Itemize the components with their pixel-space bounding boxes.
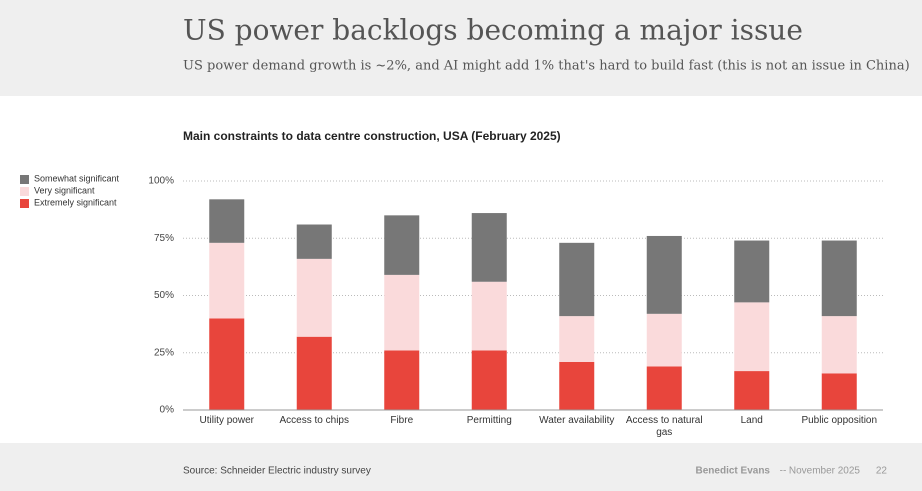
bar-segment (821, 240, 857, 317)
bar-segment (734, 302, 770, 372)
title: US power backlogs becoming a major issue (183, 14, 803, 47)
bar-segment (646, 366, 682, 410)
bar-segment (209, 242, 245, 319)
bar-segment (296, 224, 332, 259)
x-tick-label: Access to chips (279, 415, 349, 426)
author: Benedict Evans (696, 466, 771, 477)
x-tick-label: Water availability (539, 415, 615, 426)
bar-segment (559, 361, 595, 410)
y-tick-label: 75% (154, 233, 174, 244)
bar-segment (296, 336, 332, 410)
bar-segment (384, 215, 420, 275)
legend-swatch (20, 187, 29, 196)
y-tick-label: 0% (160, 405, 175, 416)
bar-segment (559, 316, 595, 362)
date: November 2025 (789, 466, 861, 477)
page-number: 22 (876, 466, 888, 477)
subtitle: US power demand growth is ~2%, and AI mi… (183, 59, 910, 74)
bar-segment (384, 350, 420, 410)
x-tick-label: Land (740, 415, 763, 426)
x-tick-label: Access to natural gas (625, 415, 703, 438)
legend-label: Extremely significant (34, 197, 117, 207)
bar-segment (821, 316, 857, 374)
x-tick-label: Utility power (199, 415, 254, 426)
bar-segment (209, 318, 245, 410)
bar-segment (646, 235, 682, 314)
bar-segment (296, 258, 332, 337)
bar-segment (471, 213, 507, 282)
header-band (0, 0, 922, 96)
chart-title: Main constraints to data centre construc… (183, 129, 561, 143)
bar-segment (471, 281, 507, 351)
source: Source: Schneider Electric industry surv… (183, 466, 371, 477)
bar-segment (734, 240, 770, 303)
legend-label: Somewhat significant (34, 173, 120, 183)
y-tick-label: 25% (154, 347, 174, 358)
y-tick-label: 100% (148, 176, 174, 187)
bar-segment (209, 199, 245, 243)
bar-segment (821, 373, 857, 410)
x-tick-label: Permitting (466, 415, 512, 426)
legend-label: Very significant (34, 185, 95, 195)
x-tick-label: Public opposition (801, 415, 878, 426)
separator: -- (780, 466, 787, 477)
bar-segment (646, 313, 682, 367)
bar-segment (559, 242, 595, 317)
x-tick-label: Fibre (390, 415, 414, 426)
bar-segment (471, 350, 507, 410)
footer-band (0, 443, 922, 491)
legend-swatch (20, 175, 29, 184)
bar-segment (384, 274, 420, 351)
y-tick-label: 50% (154, 290, 174, 301)
bar-segment (734, 371, 770, 410)
legend-swatch (20, 199, 29, 208)
